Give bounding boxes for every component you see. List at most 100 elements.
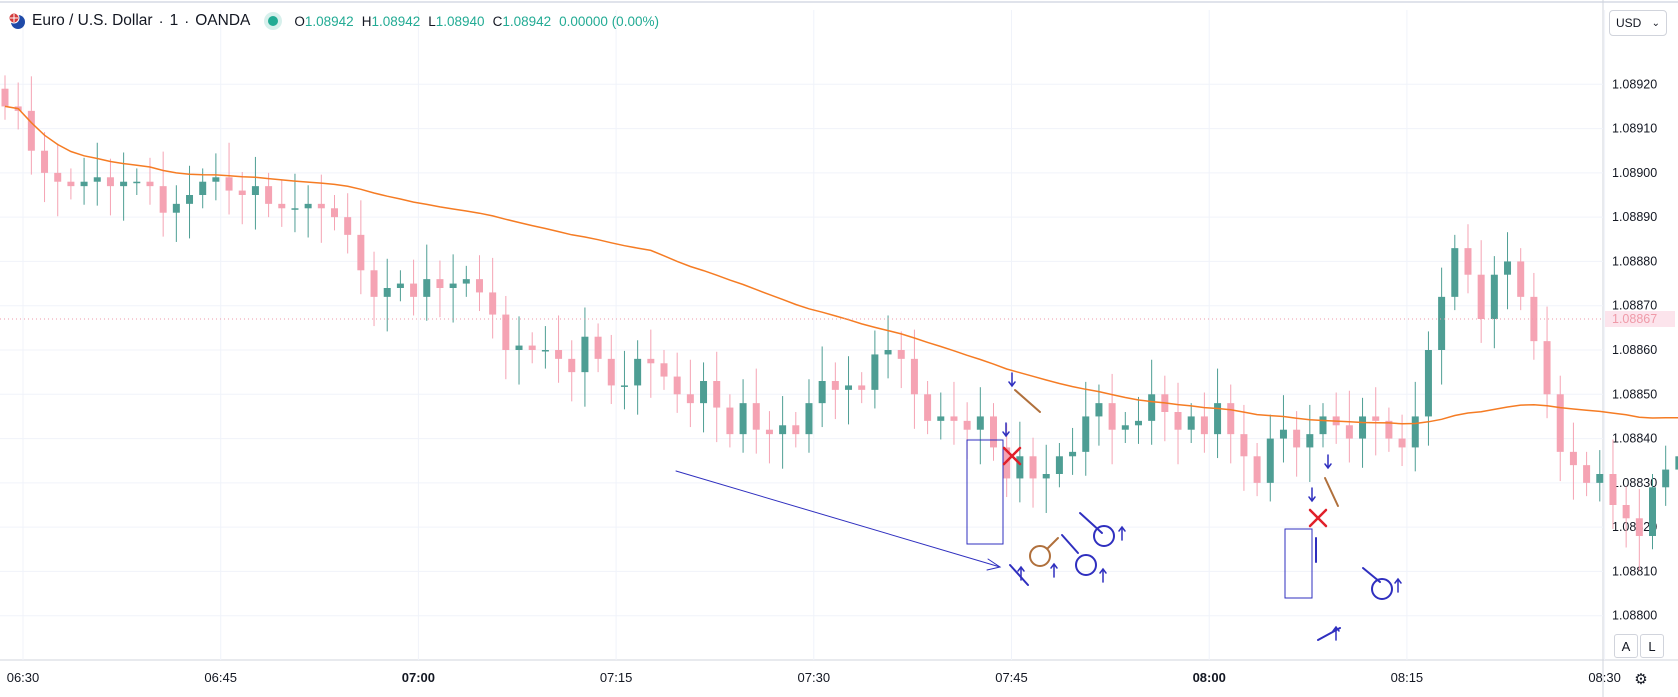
candle-body — [871, 354, 879, 390]
candle-body — [331, 208, 338, 218]
candle-body — [93, 177, 101, 182]
gear-icon[interactable]: ⚙ — [1634, 671, 1648, 688]
candle-body — [1042, 474, 1050, 479]
candle-body — [1055, 456, 1063, 474]
candle-body — [647, 358, 655, 364]
circle-annotation — [1075, 554, 1097, 576]
symbol-name[interactable]: Euro / U.S. Dollar — [32, 12, 153, 29]
candle-body — [739, 403, 747, 435]
candle-body — [27, 110, 35, 151]
candles-group — [1, 75, 1678, 571]
candle-body — [752, 403, 760, 430]
drawing-annotations — [675, 372, 1402, 641]
candle-body — [990, 416, 997, 448]
candle-body — [1345, 425, 1353, 439]
annotation-stroke-brown — [1014, 389, 1041, 413]
time-tick-label: 07:15 — [600, 670, 633, 685]
moving-average-line — [4, 105, 1678, 425]
candle-body — [779, 425, 787, 435]
currency-label: USD — [1616, 16, 1642, 30]
candle-body — [106, 177, 114, 187]
candle-body — [186, 195, 194, 204]
candle-body — [502, 314, 510, 350]
candle-body — [1148, 394, 1156, 421]
last-price-label-bg — [1605, 311, 1675, 327]
candle-body — [594, 336, 602, 359]
candle-body — [1662, 469, 1670, 488]
candle-body — [620, 385, 628, 387]
red-x-icon — [1308, 508, 1328, 528]
candle-body — [1635, 518, 1643, 536]
candle-body — [1029, 456, 1037, 479]
candle-body — [1, 88, 9, 107]
candle-body — [291, 208, 299, 210]
price-tick-label: 1.08910 — [1612, 122, 1657, 136]
currency-select[interactable]: USD ⌄ — [1609, 10, 1667, 36]
time-tick-label: 08:00 — [1193, 670, 1226, 685]
candle-body — [1095, 403, 1103, 417]
price-tick-label: 1.08880 — [1612, 254, 1657, 268]
log-scale-button[interactable]: L — [1640, 634, 1664, 658]
candle-body — [1121, 425, 1129, 430]
time-tick-label: 06:45 — [204, 670, 237, 685]
candle-body — [1596, 474, 1604, 483]
candle-body — [686, 394, 694, 404]
candle-body — [1464, 248, 1472, 275]
candle-body — [845, 385, 853, 390]
ohlc-low: L1.08940 — [428, 13, 485, 29]
candle-body — [225, 177, 233, 191]
candle-body — [1227, 403, 1235, 435]
candle-body — [449, 283, 457, 288]
candle-body — [1530, 296, 1538, 342]
trend-arrow-head — [986, 558, 1002, 571]
candle-body — [462, 279, 470, 284]
candle-body — [1398, 438, 1406, 448]
last-price-label: 1.08867 — [1612, 312, 1657, 326]
market-status-dot[interactable] — [268, 16, 279, 26]
annotation-stroke — [1009, 564, 1029, 586]
auto-scale-button[interactable]: A — [1614, 634, 1638, 658]
candle-body — [1016, 456, 1024, 479]
interval-label[interactable]: 1 — [169, 12, 179, 29]
candle-body — [805, 403, 813, 435]
time-tick-label: 07:45 — [995, 670, 1028, 685]
candle-body — [818, 381, 826, 404]
candle-body — [1490, 274, 1498, 319]
candle-body — [1319, 416, 1327, 435]
candle-body — [1477, 274, 1485, 319]
price-tick-label: 1.08860 — [1612, 343, 1657, 357]
box-annotation-1 — [966, 439, 1004, 545]
candle-body — [436, 279, 444, 288]
candle-body — [67, 181, 75, 187]
exchange-label[interactable]: OANDA — [195, 12, 251, 29]
arrow-up-icon — [1099, 567, 1107, 583]
candle-body — [713, 381, 721, 408]
candle-body — [1622, 505, 1630, 519]
candle-body — [370, 270, 378, 297]
candle-body — [1359, 416, 1367, 439]
candle-body — [1556, 394, 1564, 452]
candle-body — [976, 416, 984, 430]
annotation-stroke-brown — [1324, 477, 1339, 507]
candle-body — [304, 203, 312, 209]
arrow-up-icon — [1394, 577, 1402, 593]
arrow-down-icon — [1324, 454, 1332, 470]
candle-body — [1385, 420, 1393, 439]
candle-body — [765, 429, 773, 435]
candle-body — [1504, 261, 1512, 275]
ohlc-close: C1.08942 — [492, 13, 552, 29]
candle-body — [581, 336, 589, 373]
price-tick-label: 1.08900 — [1612, 166, 1657, 180]
chevron-down-icon: ⌄ — [1651, 17, 1660, 29]
candle-body — [41, 150, 49, 173]
candle-body — [251, 186, 259, 195]
candle-body — [172, 203, 180, 213]
ohlc-values: O1.08942 H1.08942 L1.08940 C1.08942 0.00… — [294, 14, 659, 29]
candle-body — [858, 385, 866, 390]
candle-body — [726, 407, 734, 435]
candle-body — [265, 186, 273, 204]
candle-body — [831, 381, 839, 390]
candle-body — [1253, 456, 1261, 483]
